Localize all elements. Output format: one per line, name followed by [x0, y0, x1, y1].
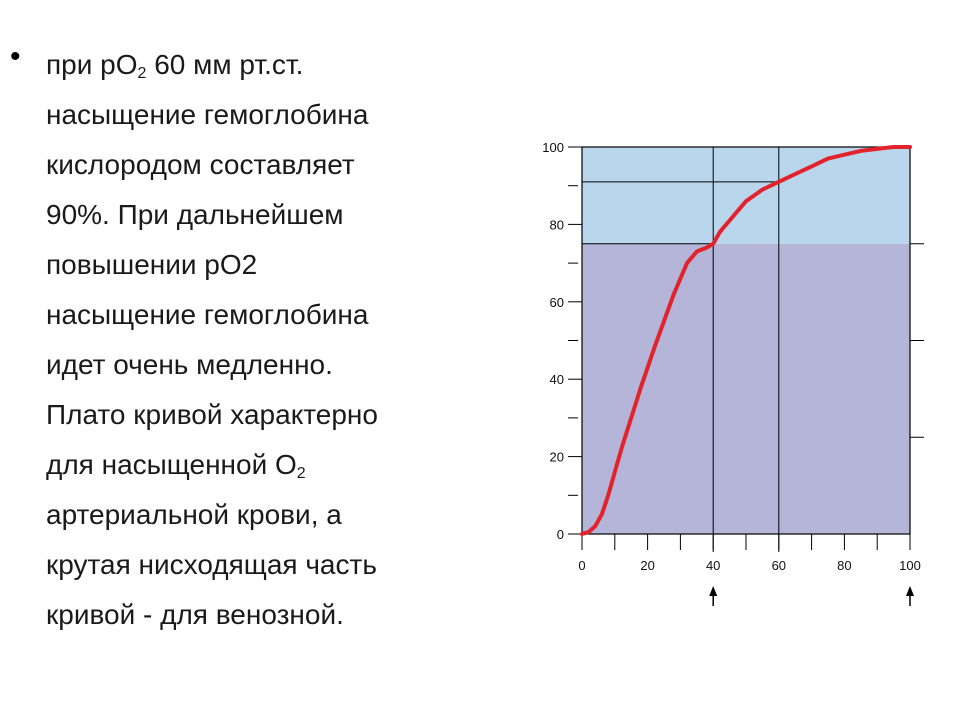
x-tick-label: 20 [640, 558, 654, 573]
text-line-3: кислородом составляет [46, 149, 355, 180]
text-line-9: для насыщенной О2 [46, 440, 510, 490]
text-line-2: насыщение гемоглобина [46, 99, 369, 130]
saturation-curve [580, 145, 912, 536]
text-line-1-sub: 2 [137, 65, 147, 82]
x-tick-label: 0 [578, 558, 585, 573]
text-line-9-a: для насыщенной О [46, 449, 297, 480]
text-line-4: 90%. При дальнейшем [46, 199, 344, 230]
y-tick-label: 60 [550, 295, 564, 310]
bullet-point: • [10, 40, 21, 73]
text-line-8: Плато кривой характерно [46, 399, 378, 430]
text-line-12: кривой - для венозной. [46, 599, 344, 630]
text-line-7: идет очень медленно. [46, 349, 333, 380]
slide-text: • при рО2 60 мм рт.ст. насыщение гемогло… [10, 40, 510, 640]
text-line-1-b: 60 мм рт.ст. [146, 49, 304, 80]
text-line-10: артериальной крови, а [46, 499, 342, 530]
y-tick-label: 20 [550, 450, 564, 465]
text-line-11: крутая нисходящая часть [46, 549, 377, 580]
x-tick-label: 80 [837, 558, 851, 573]
up-arrow-icon [709, 586, 718, 596]
chart-zone-1 [582, 147, 910, 244]
x-tick-label: 60 [772, 558, 786, 573]
y-tick-label: 80 [550, 217, 564, 232]
paragraph: при рО2 60 мм рт.ст. насыщение гемоглоби… [46, 40, 510, 640]
text-line-5: повышении рО2 [46, 249, 258, 280]
chart-zone-0 [582, 243, 910, 534]
x-tick-label: 100 [899, 558, 921, 573]
text-line-1-a: при рО [46, 49, 138, 80]
text-line-1: при рО2 60 мм рт.ст. [46, 40, 510, 90]
y-tick-label: 100 [542, 140, 564, 155]
text-line-9-sub: 2 [296, 465, 306, 482]
y-tick-label: 0 [557, 527, 564, 542]
text-line-6: насыщение гемоглобина [46, 299, 369, 330]
y-tick-label: 40 [550, 372, 564, 387]
up-arrow-icon [906, 586, 914, 596]
x-tick-label: 40 [706, 558, 720, 573]
